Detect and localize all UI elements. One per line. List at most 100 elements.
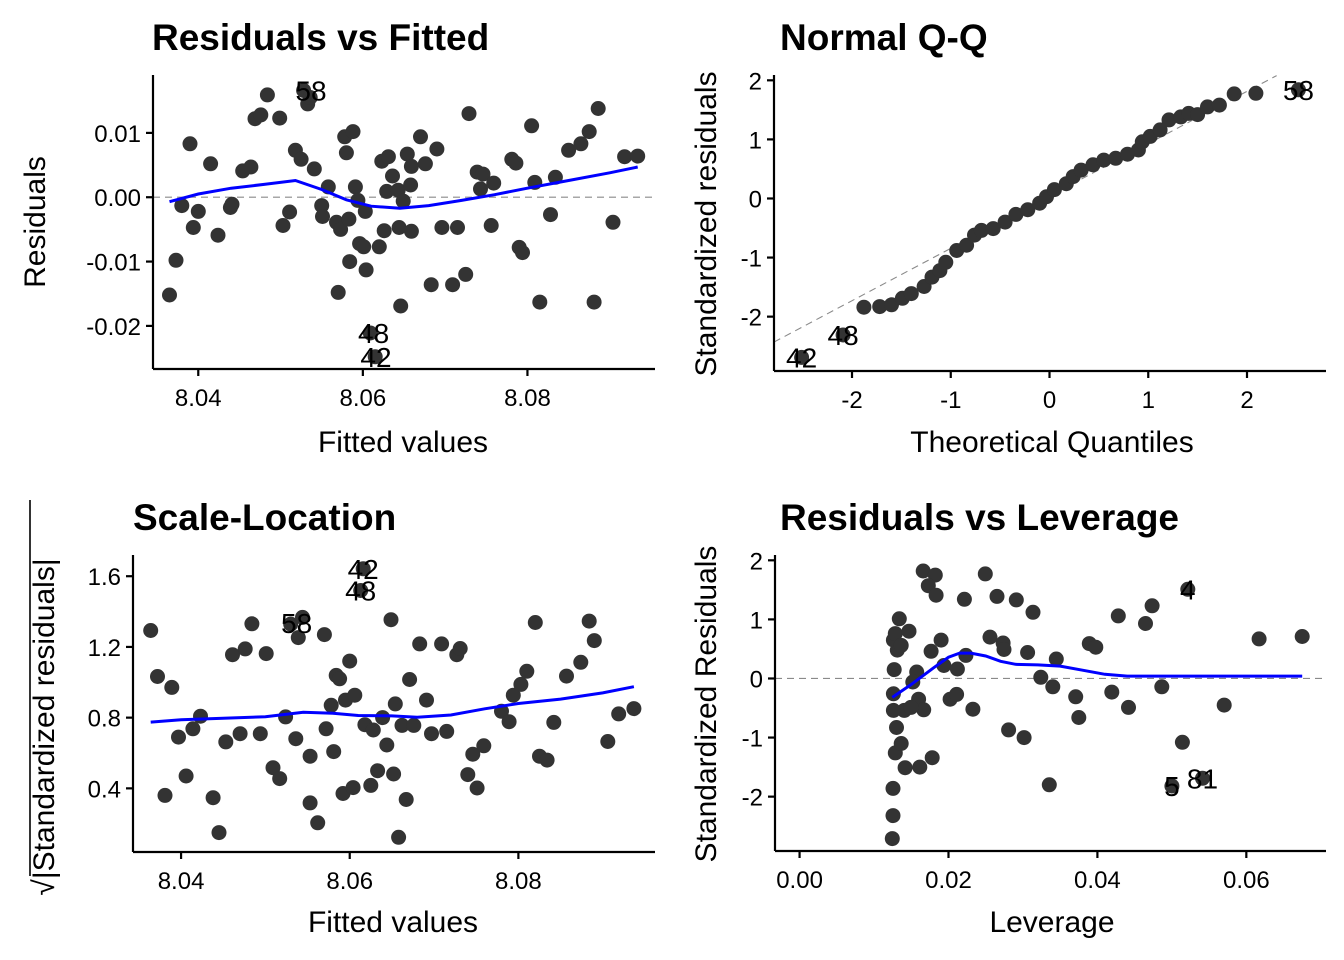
- panel-normal-qq: Normal Q-Q Theoretical Quantiles Standar…: [690, 17, 1326, 459]
- data-point: [323, 697, 339, 713]
- data-point: [1020, 645, 1036, 660]
- data-point: [315, 209, 330, 224]
- data-point: [897, 760, 913, 776]
- data-point: [539, 752, 555, 768]
- data-point: [402, 672, 418, 687]
- data-point: [903, 286, 919, 302]
- data-point: [581, 613, 597, 629]
- data-point: [1248, 85, 1264, 101]
- y-tick-label: 0: [750, 666, 763, 693]
- x-tick-label: -2: [841, 387, 862, 414]
- data-point: [1001, 722, 1017, 738]
- data-point: [872, 299, 888, 315]
- data-point: [164, 679, 180, 695]
- data-point: [367, 349, 383, 365]
- data-point: [956, 591, 972, 607]
- data-point: [391, 220, 407, 235]
- data-point: [265, 760, 281, 776]
- data-point: [356, 239, 372, 255]
- y-tick-label: 1.2: [88, 635, 121, 662]
- x-tick-label: 0.04: [1074, 867, 1121, 894]
- data-point: [386, 766, 402, 782]
- data-point: [1161, 112, 1177, 128]
- data-point: [391, 829, 407, 845]
- y-axis-title: Residuals: [19, 156, 52, 288]
- data-point: [375, 710, 391, 726]
- data-point: [282, 204, 298, 220]
- data-point: [885, 780, 901, 796]
- x-tick-label: 8.06: [339, 385, 386, 412]
- data-point: [150, 669, 165, 684]
- data-point: [413, 129, 428, 145]
- data-point: [387, 696, 403, 712]
- data-point: [505, 687, 521, 703]
- data-point: [178, 768, 194, 784]
- data-point: [193, 708, 208, 724]
- data-point: [912, 759, 928, 775]
- x-tick-label: 8.04: [175, 385, 222, 412]
- y-tick-label: 0.00: [94, 185, 141, 212]
- data-point: [1290, 82, 1306, 98]
- data-point: [1071, 710, 1087, 725]
- data-point: [302, 90, 318, 105]
- data-point: [423, 277, 439, 293]
- data-point: [1068, 689, 1084, 705]
- data-point: [385, 168, 400, 184]
- x-tick-label: -1: [940, 387, 961, 414]
- data-point: [1088, 639, 1104, 655]
- data-point: [977, 566, 993, 582]
- data-point: [508, 155, 524, 171]
- data-point: [383, 612, 399, 628]
- data-point: [1180, 581, 1196, 597]
- data-point: [252, 726, 268, 742]
- data-point: [891, 611, 907, 627]
- data-point: [190, 203, 206, 219]
- data-point: [927, 567, 943, 583]
- data-point: [1048, 651, 1064, 667]
- data-point: [856, 299, 872, 315]
- data-point: [168, 252, 184, 268]
- data-point: [205, 790, 221, 806]
- data-point: [275, 218, 291, 233]
- data-point: [379, 183, 395, 199]
- data-point: [355, 561, 371, 577]
- data-point: [997, 214, 1013, 230]
- data-point: [1025, 604, 1041, 620]
- data-point: [884, 831, 900, 847]
- data-point: [1110, 608, 1126, 624]
- data-point: [157, 787, 173, 803]
- panel-scale-location: Scale-Location Fitted values √|Standardi…: [28, 497, 655, 939]
- data-point: [259, 87, 275, 103]
- y-tick-label: -0.02: [86, 314, 141, 341]
- x-tick-label: 8.08: [504, 385, 551, 412]
- point-label: 48: [345, 576, 376, 607]
- data-point: [417, 156, 433, 172]
- data-point: [185, 220, 201, 235]
- data-point: [293, 151, 309, 167]
- x-axis-title: Theoretical Quantiles: [910, 426, 1193, 459]
- data-point: [244, 616, 260, 632]
- data-point: [965, 701, 981, 717]
- data-point: [519, 663, 535, 679]
- y-tick-label: 0.4: [88, 776, 121, 803]
- data-point: [450, 220, 465, 235]
- point-label: 4: [1180, 574, 1196, 605]
- data-point: [434, 636, 450, 652]
- data-point: [345, 780, 361, 796]
- data-point: [371, 239, 387, 255]
- data-point: [949, 661, 965, 677]
- data-point: [278, 709, 294, 725]
- data-point: [272, 771, 288, 787]
- data-point: [1144, 598, 1160, 614]
- y-tick-label: 0.01: [94, 121, 141, 148]
- data-point: [341, 211, 357, 227]
- data-point: [1008, 592, 1024, 608]
- points-series: [794, 82, 1306, 365]
- data-point: [258, 646, 274, 662]
- data-point: [611, 706, 627, 722]
- data-point: [600, 734, 616, 749]
- data-point: [1195, 770, 1210, 786]
- y-tick-label: -1: [741, 246, 762, 273]
- data-point: [429, 141, 445, 157]
- data-point: [885, 702, 901, 718]
